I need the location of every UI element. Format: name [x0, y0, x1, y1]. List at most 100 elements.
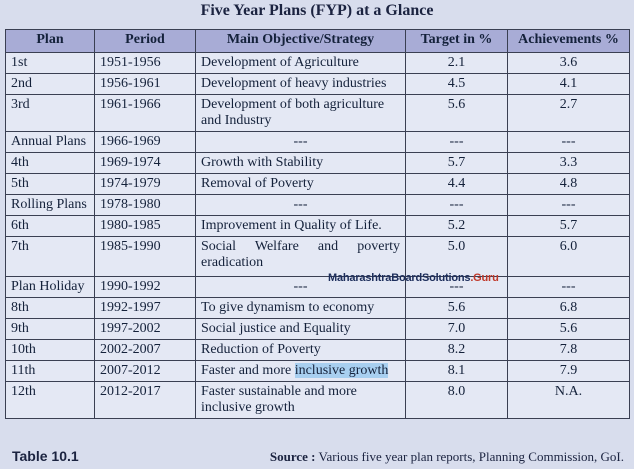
- cell-plan: 5th: [5, 173, 95, 195]
- cell-plan: 11th: [5, 360, 95, 382]
- cell-target: 5.6: [405, 297, 508, 319]
- cell-plan: 7th: [5, 236, 95, 277]
- cell-plan: 8th: [5, 297, 95, 319]
- table-row: 7th 1985-1990 Social Welfare and poverty…: [5, 236, 630, 277]
- cell-period: 1997-2002: [94, 318, 196, 340]
- cell-objective: Removal of Poverty: [195, 173, 406, 195]
- cell-target: 5.0: [405, 236, 508, 277]
- cell-achievement: 7.8: [507, 339, 630, 361]
- cell-period: 1951-1956: [94, 52, 196, 74]
- cell-plan: 4th: [5, 152, 95, 174]
- cell-plan: Rolling Plans: [5, 194, 95, 216]
- cell-target: 5.7: [405, 152, 508, 174]
- cell-achievement: 6.8: [507, 297, 630, 319]
- cell-objective: Development of Agriculture: [195, 52, 406, 74]
- cell-target: 2.1: [405, 52, 508, 74]
- cell-period: 1966-1969: [94, 131, 196, 153]
- cell-objective: Growth with Stability: [195, 152, 406, 174]
- cell-objective: Social Welfare and poverty eradication: [195, 236, 406, 277]
- cell-achievement: ---: [507, 276, 630, 298]
- table-row: 11th 2007-2012 Faster and more inclusive…: [5, 360, 630, 382]
- cell-objective: Improvement in Quality of Life.: [195, 215, 406, 237]
- cell-achievement: 3.6: [507, 52, 630, 74]
- cell-target: ---: [405, 276, 508, 298]
- header-row: Plan Period Main Objective/Strategy Targ…: [5, 29, 630, 53]
- cell-target: 5.6: [405, 94, 508, 132]
- cell-period: 1990-1992: [94, 276, 196, 298]
- watermark-main: MaharashtraBoardSolutions: [328, 272, 471, 284]
- cell-period: 2007-2012: [94, 360, 196, 382]
- cell-objective: ---: [195, 194, 406, 216]
- source-note: Source : Various five year plan reports,…: [270, 449, 624, 465]
- cell-target: 4.4: [405, 173, 508, 195]
- cell-plan: Annual Plans: [5, 131, 95, 153]
- cell-achievement: 5.7: [507, 215, 630, 237]
- cell-plan: 10th: [5, 339, 95, 361]
- table-row: Rolling Plans 1978-1980 --- --- ---: [5, 194, 630, 216]
- cell-target: ---: [405, 194, 508, 216]
- cell-achievement: 4.8: [507, 173, 630, 195]
- cell-plan: 9th: [5, 318, 95, 340]
- cell-period: 1980-1985: [94, 215, 196, 237]
- cell-period: 1974-1979: [94, 173, 196, 195]
- cell-objective: Development of both agriculture and Indu…: [195, 94, 406, 132]
- cell-achievement: ---: [507, 131, 630, 153]
- cell-achievement: ---: [507, 194, 630, 216]
- cell-period: 1992-1997: [94, 297, 196, 319]
- cell-plan: 12th: [5, 381, 95, 419]
- cell-target: 8.2: [405, 339, 508, 361]
- cell-plan: 6th: [5, 215, 95, 237]
- column-header-target: Target in %: [405, 29, 508, 53]
- cell-objective-line: Social Welfare and poverty: [201, 239, 400, 254]
- cell-objective: ---: [195, 131, 406, 153]
- cell-period: 1969-1974: [94, 152, 196, 174]
- table-row: 5th 1974-1979 Removal of Poverty 4.4 4.8: [5, 173, 630, 195]
- cell-achievement: 7.9: [507, 360, 630, 382]
- cell-target: ---: [405, 131, 508, 153]
- cell-target: 4.5: [405, 73, 508, 95]
- table-row: 1st 1951-1956 Development of Agriculture…: [5, 52, 630, 74]
- table-row: 8th 1992-1997 To give dynamism to econom…: [5, 297, 630, 319]
- column-header-objective: Main Objective/Strategy: [195, 29, 406, 53]
- column-header-achievement: Achievements %: [507, 29, 630, 53]
- cell-period: 2002-2007: [94, 339, 196, 361]
- cell-objective-line: eradication: [201, 255, 264, 270]
- cell-achievement: 2.7: [507, 94, 630, 132]
- fyp-table: Plan Period Main Objective/Strategy Targ…: [5, 29, 630, 419]
- cell-period: 1956-1961: [94, 73, 196, 95]
- table-row: 12th 2012-2017 Faster sustainable and mo…: [5, 381, 630, 419]
- cell-period: 1985-1990: [94, 236, 196, 277]
- cell-objective: Faster sustainable and more inclusive gr…: [195, 381, 406, 419]
- table-row: 2nd 1956-1961 Development of heavy indus…: [5, 73, 630, 95]
- watermark: MaharashtraBoardSolutions.Guru: [328, 272, 499, 284]
- table-row: 3rd 1961-1966 Development of both agricu…: [5, 94, 630, 132]
- cell-objective: Development of heavy industries: [195, 73, 406, 95]
- table-title: Five Year Plans (FYP) at a Glance: [200, 2, 434, 19]
- table-row: Annual Plans 1966-1969 --- --- ---: [5, 131, 630, 153]
- source-label: Source :: [269, 449, 316, 464]
- cell-achievement: 5.6: [507, 318, 630, 340]
- cell-objective: To give dynamism to economy: [195, 297, 406, 319]
- cell-period: 2012-2017: [94, 381, 196, 419]
- cell-plan: 2nd: [5, 73, 95, 95]
- watermark-suffix: .Guru: [470, 272, 499, 284]
- cell-objective: Faster and more inclusive growth: [195, 360, 406, 382]
- column-header-period: Period: [94, 29, 196, 53]
- cell-achievement: 6.0: [507, 236, 630, 277]
- cell-plan: Plan Holiday: [5, 276, 95, 298]
- table-row: 10th 2002-2007 Reduction of Poverty 8.2 …: [5, 339, 630, 361]
- cell-objective: Reduction of Poverty: [195, 339, 406, 361]
- cell-achievement: 3.3: [507, 152, 630, 174]
- cell-plan: 1st: [5, 52, 95, 74]
- cell-target: 8.1: [405, 360, 508, 382]
- cell-target: 5.2: [405, 215, 508, 237]
- cell-objective: Social justice and Equality: [195, 318, 406, 340]
- column-header-plan: Plan: [5, 29, 95, 53]
- table-caption: Table 10.1: [12, 448, 79, 464]
- table-row: 6th 1980-1985 Improvement in Quality of …: [5, 215, 630, 237]
- cell-objective-text: Faster and more: [201, 363, 295, 378]
- cell-objective: ---: [195, 276, 406, 298]
- cell-target: 7.0: [405, 318, 508, 340]
- table-row: Plan Holiday 1990-1992 --- --- ---: [5, 276, 630, 298]
